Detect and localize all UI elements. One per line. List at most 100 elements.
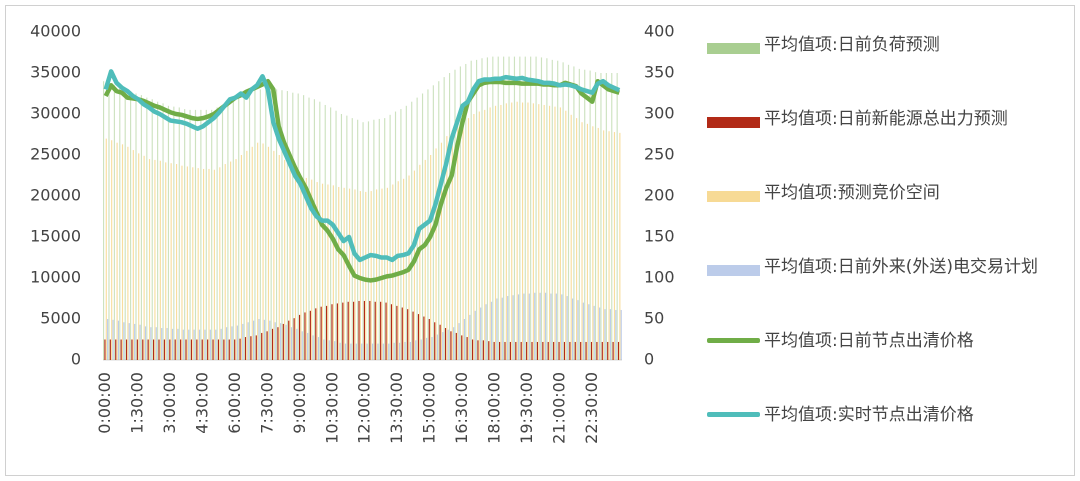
bar (457, 126, 459, 360)
bar (431, 337, 433, 360)
bar (478, 111, 480, 360)
bar (154, 159, 156, 360)
bar (485, 304, 487, 360)
bar (180, 339, 182, 360)
bar (105, 138, 107, 360)
bar (474, 310, 476, 360)
bar (186, 166, 188, 360)
bar (599, 307, 601, 360)
bar (557, 60, 559, 360)
y-tick-label: 25000 (30, 145, 81, 164)
legend-swatch (705, 326, 760, 356)
bar (225, 327, 228, 360)
bar (327, 184, 329, 360)
bar (597, 127, 599, 360)
y2-tick-label: 0 (644, 350, 654, 369)
bar (188, 329, 190, 360)
bar (476, 59, 478, 360)
bar (136, 339, 138, 360)
bar (313, 99, 315, 361)
bar (420, 339, 422, 360)
x-tick-label: 10:30:00 (322, 372, 341, 444)
bar (578, 68, 580, 361)
bar (208, 168, 210, 360)
bar (569, 341, 571, 360)
bar (120, 339, 122, 360)
bar (148, 159, 151, 360)
bar (490, 301, 493, 360)
bar (403, 178, 405, 360)
bar (246, 150, 248, 360)
y2-tick-label: 350 (644, 63, 675, 82)
legend-item: 平均值项:预测竞价空间 (705, 178, 1065, 208)
bar (444, 328, 447, 360)
y2-tick-label: 50 (644, 309, 664, 328)
bar (253, 320, 255, 360)
bar (309, 310, 311, 360)
bar (282, 323, 284, 360)
bar (236, 325, 238, 360)
y-tick-label: 30000 (30, 104, 81, 123)
bar (585, 341, 587, 360)
bar (480, 307, 482, 360)
bar (177, 328, 179, 360)
bar (528, 293, 530, 360)
bar (398, 342, 401, 360)
x-tick-label: 16:30:00 (452, 372, 471, 444)
bar (193, 329, 195, 360)
bar (116, 142, 118, 360)
bar (370, 191, 372, 360)
bar (524, 56, 526, 360)
x-tick-label: 1:30:00 (128, 372, 147, 434)
bar (481, 58, 483, 361)
x-tick-label: 22:30:00 (582, 372, 601, 444)
bar (239, 338, 241, 360)
bar (508, 56, 510, 360)
bar (521, 102, 524, 361)
bar (516, 101, 518, 360)
bar (294, 170, 297, 360)
bar (405, 105, 407, 360)
bar (607, 341, 609, 360)
bar (161, 328, 163, 360)
legend-label: 平均值项:日前新能源总出力预测 (764, 109, 1008, 129)
bar (217, 339, 220, 360)
bar (469, 314, 471, 360)
bar (378, 118, 380, 360)
bar (376, 189, 378, 360)
legend-label: 平均值项:实时节点出清价格 (764, 405, 974, 425)
bar (493, 341, 495, 360)
bar (513, 56, 516, 360)
bar (276, 89, 278, 361)
bar (104, 339, 106, 360)
bar (263, 319, 265, 360)
bar (130, 91, 132, 360)
bar (532, 103, 534, 360)
bar (355, 343, 357, 360)
bar (419, 164, 421, 360)
bar (535, 56, 537, 360)
bar (446, 136, 448, 360)
bar (296, 328, 298, 360)
bar (196, 339, 198, 360)
bar (343, 187, 345, 360)
bar (526, 341, 528, 360)
bar (436, 334, 438, 360)
bar (334, 341, 336, 360)
bar (390, 304, 393, 360)
bar (359, 191, 361, 360)
bar (434, 322, 436, 360)
legend-item: 平均值项:日前外来(外送)电交易计划 (705, 252, 1065, 282)
bar (278, 155, 280, 360)
bar (307, 332, 309, 360)
bar (515, 341, 517, 360)
bar (221, 105, 224, 360)
bar (447, 329, 449, 360)
bar (458, 323, 460, 360)
bar (254, 89, 256, 361)
x-tick-label: 4:30:00 (193, 372, 212, 434)
bar (259, 89, 261, 361)
bar (503, 56, 505, 360)
bar (127, 146, 129, 360)
